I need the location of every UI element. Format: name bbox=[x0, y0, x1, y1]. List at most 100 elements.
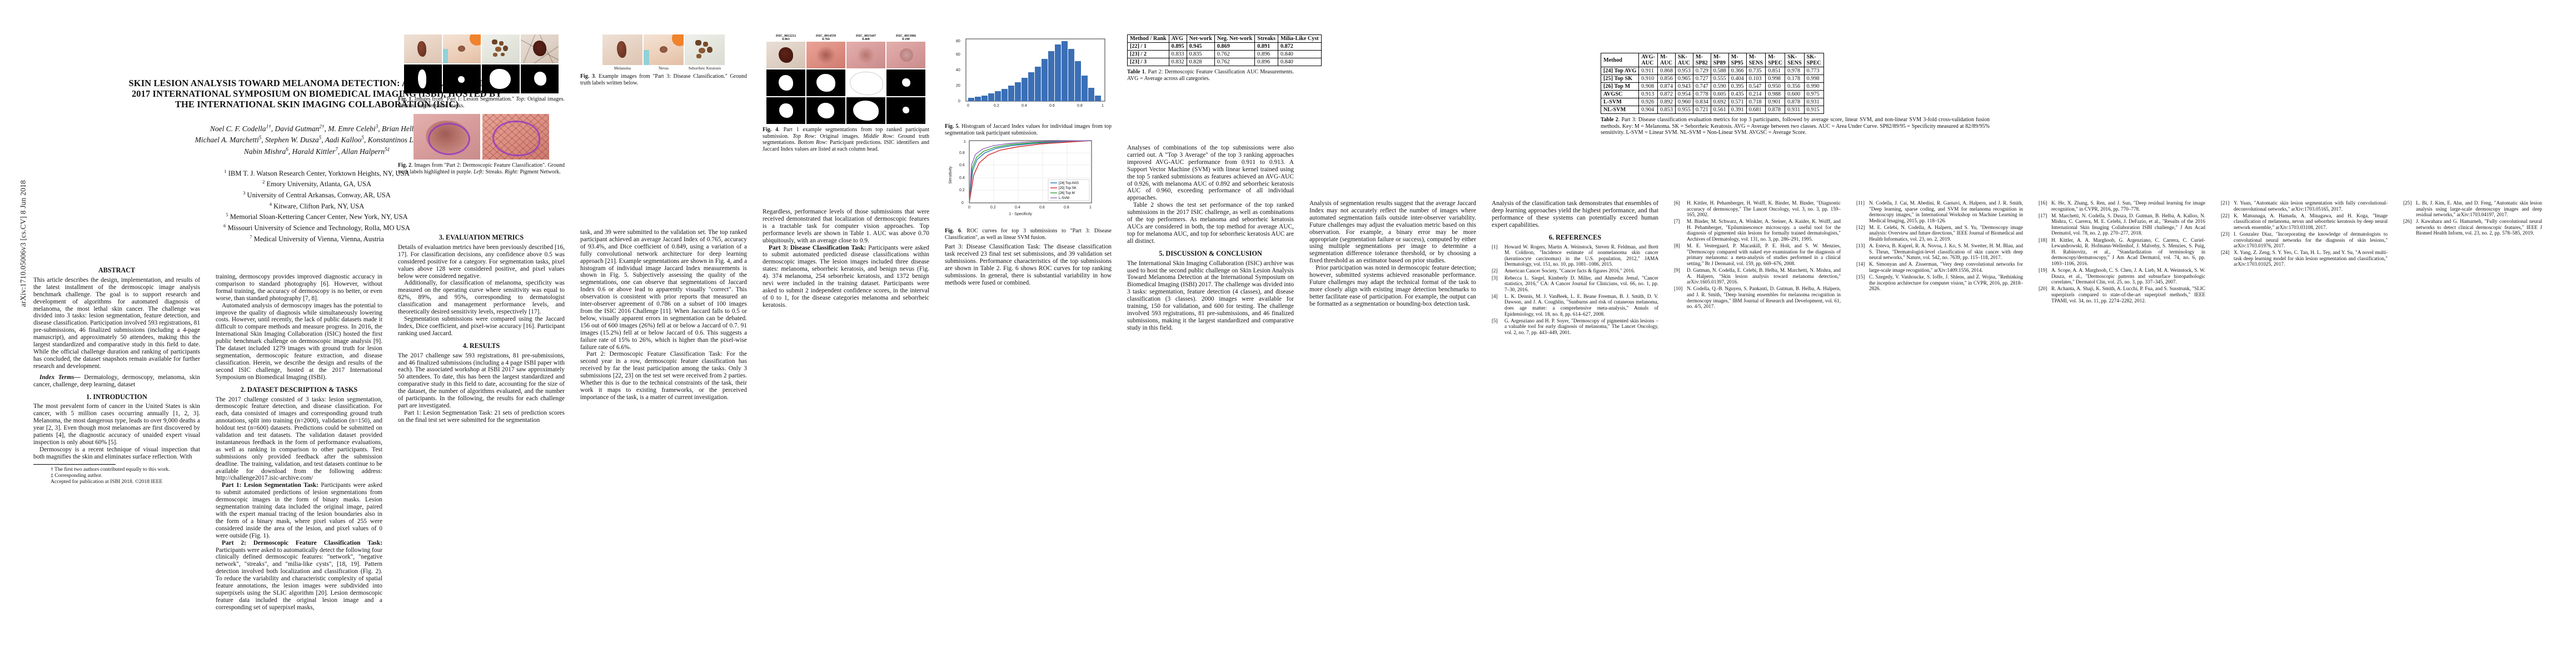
lesion-image bbox=[521, 34, 559, 63]
reference-text: J. Kawahara and G. Hamarneh, "Fully conv… bbox=[2416, 218, 2542, 236]
reference-number: [8] bbox=[1674, 243, 1680, 249]
reference-text: Howard W. Rogers, Martin A. Weinstock, S… bbox=[1504, 243, 1658, 267]
table-row: [25] Top SK 0.910 0.856 0.965 0.727 0.555 0.40… bbox=[1600, 74, 1824, 83]
table-1-value-cell: 0.840 bbox=[1277, 58, 1322, 66]
affiliation-line: 7 Medical University of Vienna, Vienna, … bbox=[250, 233, 384, 243]
reference-number: [4] bbox=[1492, 293, 1498, 299]
lesion-image bbox=[846, 42, 885, 68]
reference-text: M. Binder, M. Schwarz, A. Winkler, A. St… bbox=[1687, 218, 1841, 242]
svg-text:0: 0 bbox=[967, 104, 969, 108]
segmentation-mask bbox=[404, 64, 442, 93]
svg-text:0.2: 0.2 bbox=[990, 206, 996, 210]
reference-item: [19] A. Scope, A. A. Marghoob, C. S. Chen… bbox=[2039, 267, 2205, 285]
reference-text: A. Esteva, B. Kuprel, R. A. Novoa, J. Ko… bbox=[1869, 243, 2023, 261]
reference-item: [9] D. Gutman, N. Codella, E. Celebi, B. … bbox=[1674, 267, 1841, 285]
reference-item: [8] M. E. Vestergaard, P. Macaskill, P. E… bbox=[1674, 243, 1841, 266]
figure-1-mask-row bbox=[404, 64, 559, 93]
reference-number: [23] bbox=[2221, 231, 2230, 237]
results-paragraph-6: Part 3: Disease Classification Task: The… bbox=[945, 243, 1112, 286]
svg-text:0.2: 0.2 bbox=[994, 104, 999, 108]
table-2: Method AVG- AUC M- AUC SK- AUC M- SP82 M- SP89 M- SP… bbox=[1600, 53, 1990, 136]
reference-item: [17] M. Marchetti, N. Codella, S. Dusza, … bbox=[2039, 213, 2205, 236]
reference-item: [12] M. E. Celebi, N. Codella, A. Halpern… bbox=[1856, 225, 2023, 242]
affiliation-line: 6 Missouri University of Science and Tec… bbox=[223, 222, 410, 232]
figure-6: 0 0.2 0.4 0.6 0.8 1 0 0.2 0.4 0.6 0.8 1 1 - Spec… bbox=[945, 136, 1112, 241]
reference-item: [3] Rebecca L. Siegel, Kimberly D. Miller… bbox=[1492, 275, 1658, 293]
figure-2-caption: Fig. 2. Images from "Part 2: Dermoscopic… bbox=[398, 162, 565, 175]
reference-number: [15] bbox=[1856, 274, 1865, 280]
table-row: [23] / 2 0.833 0.835 0.762 0.896 0.840 bbox=[1127, 50, 1322, 58]
results-paragraph-5: Regardless, performance levels of those … bbox=[763, 208, 929, 244]
reference-list-e: [21] Y. Yuan, "Automatic skin lesion segm… bbox=[2221, 200, 2388, 267]
prediction-mask bbox=[846, 97, 885, 124]
svg-text:0.2: 0.2 bbox=[959, 188, 965, 192]
reference-text: X. Yang, Z. Zeng, S. Y. Yeo, C. Tan, H. … bbox=[2234, 250, 2388, 267]
reference-text: Rebecca L. Siegel, Kimberly D. Miller, a… bbox=[1504, 275, 1658, 292]
svg-text:40: 40 bbox=[956, 68, 960, 72]
roc-xlabel: 1 - Specificity bbox=[1009, 212, 1032, 216]
reference-number: [13] bbox=[1856, 243, 1865, 249]
table-2-value-cell: 0.931 bbox=[1785, 106, 1805, 114]
groundtruth-mask bbox=[806, 69, 845, 96]
table-2-value-cell: 0.391 bbox=[1728, 106, 1747, 114]
column-5: Regardless, performance levels of those … bbox=[763, 33, 929, 309]
part1-body: Participants were asked to submit automa… bbox=[216, 482, 382, 539]
svg-text:0.6: 0.6 bbox=[1039, 206, 1045, 210]
section-heading-discussion: 5. DISCUSSION & CONCLUSION bbox=[1159, 249, 1262, 257]
table-2-method-cell: NL-SVM bbox=[1600, 106, 1640, 114]
reference-number: [25] bbox=[2403, 200, 2412, 206]
figure-1-caption: Fig. 1. Images from "Part 1: Lesion Segm… bbox=[398, 96, 565, 109]
column-12: [16] K. He, X. Zhang, S. Ren, and J. Sun,… bbox=[2039, 33, 2205, 305]
reference-text: I. Gonzalez Diaz, "Incorporating the kno… bbox=[2234, 231, 2388, 249]
reference-number: [22] bbox=[2221, 212, 2230, 218]
figure-4-image-id: ISIC_0014559 0.764 bbox=[815, 34, 836, 41]
svg-text:0.4: 0.4 bbox=[1022, 104, 1027, 108]
reference-number: [1] bbox=[1492, 243, 1498, 250]
table-2-value-cell: 0.872 bbox=[1657, 90, 1676, 98]
author-line-3: Nabin Mishra6, Harald Kittler7, Allan Ha… bbox=[243, 146, 390, 156]
discussion-paragraph-2: Analysis of segmentation results suggest… bbox=[1309, 200, 1476, 265]
roc-legend-item: [24] Top AVG bbox=[1059, 181, 1079, 185]
reference-list-c: [11] N. Codella, J. Cai, M. Abedini, R. G… bbox=[1856, 200, 2023, 292]
table-2-header-cell: M- AUC bbox=[1657, 53, 1676, 67]
figure-2: Fig. 2. Images from "Part 2: Dermoscopic… bbox=[398, 114, 565, 175]
discussion-paragraph-1: The International Skin Imaging Collabora… bbox=[1127, 260, 1294, 331]
intro-paragraph-4: Automated analysis of dermoscopy images … bbox=[216, 302, 382, 381]
figure-3-label: Melanoma bbox=[614, 66, 631, 71]
reference-text: K. He, X. Zhang, S. Ren, and J. Sun, "De… bbox=[2051, 200, 2205, 212]
reference-text: M. E. Vestergaard, P. Macaskill, P. E. H… bbox=[1687, 243, 1841, 266]
lesion-image bbox=[443, 34, 481, 63]
svg-text:0: 0 bbox=[958, 99, 960, 103]
section-heading-introduction: 1. INTRODUCTION bbox=[86, 392, 147, 401]
figure-4: ISIC_0012212 0.963 ISIC_0014559 0.764 ISIC_0… bbox=[763, 34, 929, 152]
reference-number: [19] bbox=[2039, 267, 2047, 273]
arxiv-stamp: arXiv:1710.05006v3 [cs.CV] 8 Jun 2018 bbox=[19, 180, 27, 307]
column-1: ABSTRACT This article describes the desi… bbox=[33, 267, 200, 485]
table-2-header-cell: M- SP89 bbox=[1710, 53, 1729, 67]
reference-list-b: [6] H. Kittler, H. Pehamberger, H. Wolff,… bbox=[1674, 200, 1841, 310]
reference-number: [10] bbox=[1674, 286, 1683, 292]
reference-number: [26] bbox=[2403, 218, 2412, 225]
column-10: [6] H. Kittler, H. Pehamberger, H. Wolff,… bbox=[1674, 33, 1841, 310]
table-row: [23] / 3 0.832 0.828 0.762 0.896 0.840 bbox=[1127, 58, 1322, 66]
lesion-image bbox=[806, 42, 845, 68]
intro-paragraph-2: Dermoscopy is a recent technique of visu… bbox=[33, 446, 200, 460]
part3-body: Participants were asked to submit automa… bbox=[763, 244, 930, 308]
reference-item: [20] R. Achanta, A. Shaji, K. Smith, A. L… bbox=[2039, 286, 2205, 303]
roc-legend-item: [25] Top SK bbox=[1059, 186, 1077, 190]
footnote-ddagger: ‡ Corresponding author. bbox=[51, 472, 102, 479]
discussion-paragraph-4: Analysis of the classification task demo… bbox=[1492, 200, 1658, 228]
figure-4-image-id: ISIC_0015447 0.468 bbox=[855, 34, 876, 41]
svg-text:0.6: 0.6 bbox=[959, 163, 965, 167]
column-6: Part 3: Disease Classification Task: The… bbox=[945, 33, 1112, 286]
table-2-value-cell: 0.856 bbox=[1657, 74, 1676, 83]
svg-text:0: 0 bbox=[961, 201, 964, 205]
roc-curve-plot: 0 0.2 0.4 0.6 0.8 1 0 0.2 0.4 0.6 0.8 1 1 - Spec… bbox=[945, 136, 1112, 222]
reference-item: [5] G. Argenziano and H. P. Soyer, "Dermo… bbox=[1492, 318, 1658, 336]
table-2-header-row: Method AVG- AUC M- AUC SK- AUC M- SP82 M- SP89 M- SP… bbox=[1600, 53, 1824, 67]
author-line-1: Noel C. F. Codella1†, David Gutman2†, M.… bbox=[210, 123, 423, 133]
reference-text: N. Codella, J. Cai, M. Abedini, R. Garna… bbox=[1869, 200, 2023, 223]
part2-heading: Part 2: Dermoscopic Feature Classificati… bbox=[222, 539, 382, 546]
reference-number: [7] bbox=[1674, 218, 1680, 225]
footnote-divider bbox=[33, 464, 116, 465]
